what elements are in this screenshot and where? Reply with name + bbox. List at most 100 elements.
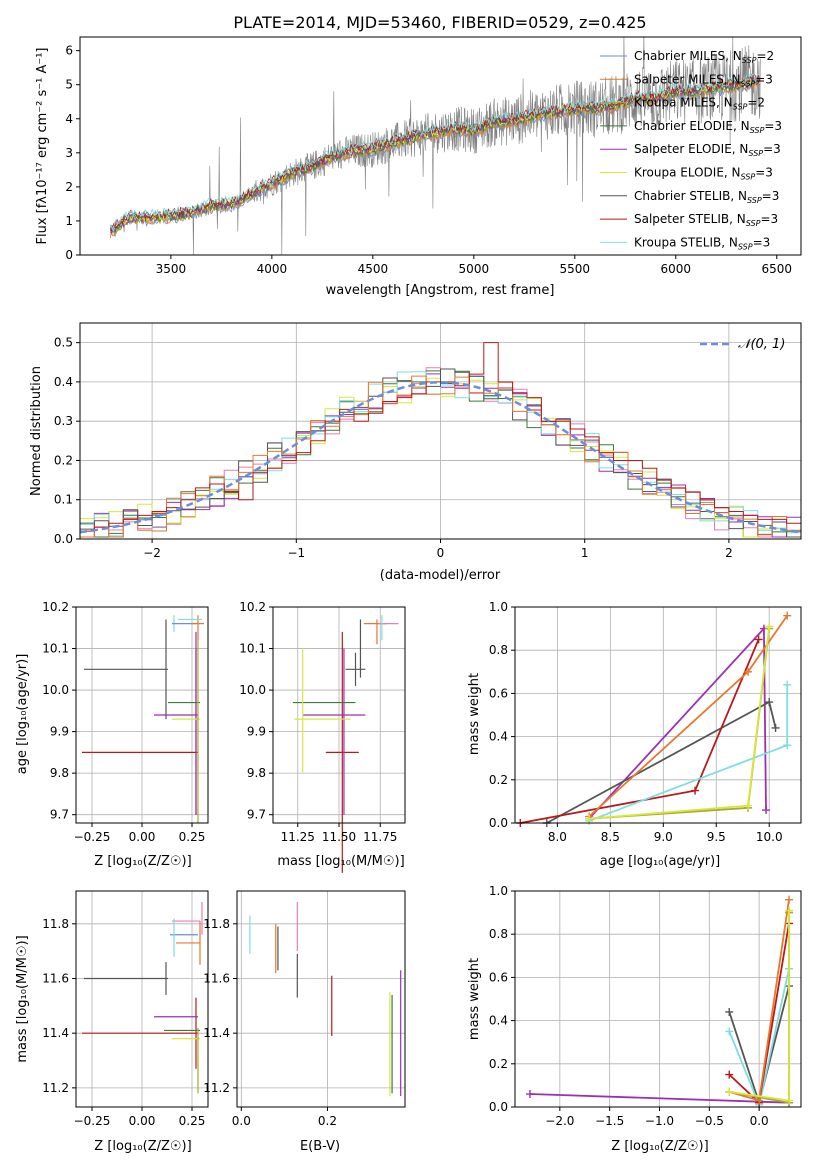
- mw-age-panel-y-tick-label: 0.6: [489, 686, 508, 700]
- age-z-panel-x-tick-label: 0.25: [179, 830, 206, 844]
- mw-age-marker: [783, 741, 792, 750]
- age-mass-panel-y-tick-label: 10.0: [239, 683, 266, 697]
- spectrum-title: PLATE=2014, MJD=53460, FIBERID=0529, z=0…: [233, 13, 646, 32]
- mw-age-panel-x-tick-label: 9.5: [707, 830, 726, 844]
- mw-age-marker: [783, 611, 792, 620]
- spectrum-series-group: [109, 37, 761, 255]
- mw-z-x-label: Z [log₁₀(Z/Z☉)]: [611, 1139, 708, 1154]
- mass-ebv-panel-y-tick-label: 11.8: [203, 917, 230, 931]
- age-z-panel-y-tick-label: 9.8: [50, 766, 69, 780]
- mw-age-panel-frame: [514, 606, 802, 824]
- mw-age-marker: [691, 786, 700, 795]
- mw-z-y-label: mass weight: [467, 958, 482, 1040]
- mw-z-marker: [725, 1070, 734, 1079]
- spectrum-x-tick-label: 5500: [560, 262, 591, 276]
- mw-z-panel-frame: [514, 890, 802, 1108]
- mw-z-panel-y-tick-label: 0.2: [489, 1057, 508, 1071]
- age-z-panel-x-tick-label: 0.00: [129, 830, 156, 844]
- model-spectrum-line-7: [110, 76, 761, 229]
- mw-age-marker: [762, 806, 771, 815]
- age-z-panel-y-tick-label: 9.9: [50, 725, 69, 739]
- mw-z-panel-y-tick-label: 0.8: [489, 927, 508, 941]
- mass-z-panel-y-tick-label: 11.8: [42, 917, 69, 931]
- residual-x-ticks: −2 −1 0 1 2: [143, 539, 733, 560]
- mass-z-panel-x-tick-label: 0.00: [129, 1114, 156, 1128]
- spectrum-y-tick-label: 3: [65, 146, 73, 160]
- spectrum-x-label: wavelength [Angstrom, rest frame]: [326, 283, 555, 298]
- age-mass-panel-x-tick-label: 11.25: [281, 830, 315, 844]
- residual-x-tick-label: −2: [143, 546, 161, 560]
- residual-y-tick-label: 0.1: [54, 493, 73, 507]
- spectrum-x-tick-label: 3500: [156, 262, 187, 276]
- spectrum-x-tick-label: 4000: [257, 262, 288, 276]
- mw-z-panel-y-tick-label: 0.4: [489, 1014, 508, 1028]
- mw-age-x-label: age [log₁₀(age/yr)]: [600, 854, 721, 869]
- mw-age-panel-x-tick-label: 9.0: [654, 830, 673, 844]
- mass-ebv-panel-x-tick-label: 0.2: [318, 1114, 337, 1128]
- mass-ebv-x-label: E(B-V): [300, 1139, 340, 1154]
- residual-plot-area: [79, 323, 802, 539]
- mw-z-panel-x-tick-label: 0.0: [750, 1114, 769, 1128]
- mw-age-y-label: mass weight: [467, 673, 482, 755]
- spectrum-legend: Chabrier MILES, NSSP=2 Salpeter MILES, NS…: [600, 49, 782, 251]
- age-z-x-label: Z [log₁₀(Z/Z☉)]: [94, 854, 191, 869]
- model-spectrum-line-9: [109, 73, 761, 231]
- mass-ebv-panel: 0.0 0.2 11.2 11.4 11.6 11.8: [203, 890, 406, 1128]
- spectrum-x-tick-label: 4500: [358, 262, 389, 276]
- legend-label-3: Kroupa MILES, NSSP=2: [634, 96, 765, 112]
- mw-z-panel-x-tick-label: −2.0: [545, 1114, 574, 1128]
- mw-age-panel-y-tick-label: 1.0: [489, 600, 508, 614]
- mw-z-marker: [725, 1027, 734, 1036]
- mass-ebv-panel-y-tick-label: 11.4: [203, 1026, 230, 1040]
- spectrum-x-tick-label: 6500: [761, 262, 792, 276]
- mass-z-x-label: Z [log₁₀(Z/Z☉)]: [94, 1139, 191, 1154]
- spectrum-y-tick-label: 4: [65, 112, 73, 126]
- legend-label-8: Salpeter STELIB, NSSP=3: [634, 212, 778, 228]
- parameter-panels: −0.25 0.00 0.25 9.7 9.8 9.9 10.0 10.1 10.2 11.25 1…: [42, 600, 802, 1128]
- residual-legend: 𝒩(0, 1): [700, 337, 785, 352]
- mw-age-panel-x-tick-label: 8.0: [548, 830, 567, 844]
- mass-z-panel-x-tick-label: 0.25: [179, 1114, 206, 1128]
- mw-z-panel: −2.0 −1.5 −1.0 −0.5 0.0 0.0 0.2 0.4 0.6 0.8 1.0: [489, 884, 802, 1128]
- mw-z-marker: [725, 1087, 734, 1096]
- mass-z-y-label: mass [log₁₀(M/M☉)]: [15, 935, 30, 1062]
- spectrum-x-tick-label: 5000: [459, 262, 490, 276]
- spectrum-y-tick-label: 2: [65, 180, 73, 194]
- age-mass-panel-x-tick-label: 11.75: [363, 830, 397, 844]
- spectrum-y-tick-label: 5: [65, 78, 73, 92]
- age-mass-panel: 11.25 11.50 11.75 9.7 9.8 9.9 10.0 10.1 10.2: [239, 600, 406, 873]
- mw-age-marker: [783, 680, 792, 689]
- age-mass-panel-y-tick-label: 9.8: [247, 766, 266, 780]
- mw-age-line-1: [588, 626, 767, 820]
- residual-y-tick-label: 0.2: [54, 453, 73, 467]
- age-z-panel-x-tick-label: −0.25: [74, 830, 111, 844]
- mw-age-panel-y-tick-label: 0.0: [489, 816, 508, 830]
- age-mass-panel-y-tick-label: 9.7: [247, 808, 266, 822]
- age-mass-panel-y-tick-label: 10.2: [239, 600, 266, 614]
- residual-y-tick-label: 0.0: [54, 532, 73, 546]
- residual-y-label: Normed distribution: [29, 366, 44, 496]
- mw-z-panel-y-tick-label: 0.6: [489, 970, 508, 984]
- mw-z-panel-x-tick-label: −1.0: [645, 1114, 674, 1128]
- spectrum-y-tick-label: 6: [65, 44, 73, 58]
- mw-z-marker: [525, 1090, 534, 1099]
- age-z-panel-y-tick-label: 10.1: [42, 642, 69, 656]
- legend-label-7: Chabrier STELIB, NSSP=3: [634, 189, 779, 205]
- mass-ebv-panel-x-tick-label: 0.0: [232, 1114, 251, 1128]
- age-mass-panel-y-tick-label: 9.9: [247, 725, 266, 739]
- mw-age-panel-x-tick-label: 8.5: [601, 830, 620, 844]
- spectrum-x-ticks: 3500 4000 4500 5000 5500 6000 6500: [156, 255, 792, 276]
- age-z-panel-y-tick-label: 10.0: [42, 683, 69, 697]
- spectrum-y-tick-label: 0: [65, 248, 73, 262]
- spectrum-panel: PLATE=2014, MJD=53460, FIBERID=0529, z=0…: [35, 13, 802, 298]
- residual-x-tick-label: −1: [287, 546, 305, 560]
- mw-age-line-3: [520, 639, 760, 824]
- mw-z-marker: [785, 895, 794, 904]
- mw-z-panel-x-tick-label: −1.5: [595, 1114, 624, 1128]
- residual-histogram-8: [79, 342, 801, 539]
- mw-age-marker: [754, 635, 763, 644]
- residual-histogram-6: [79, 368, 801, 539]
- residual-y-tick-label: 0.4: [54, 375, 73, 389]
- mw-age-marker: [765, 698, 774, 707]
